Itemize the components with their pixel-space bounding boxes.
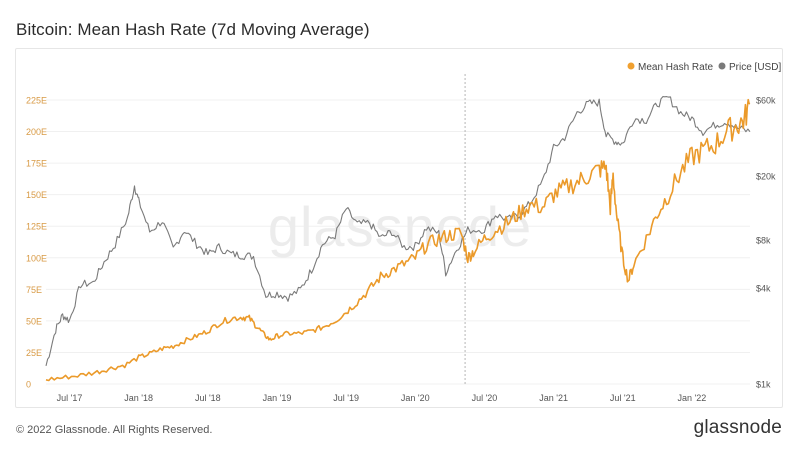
- x-axis-tick-label: Jul '19: [333, 393, 359, 403]
- left-axis-tick-label: 225E: [26, 96, 47, 106]
- legend-price-label[interactable]: Price [USD]: [729, 62, 781, 73]
- right-axis-tick-label: $1k: [756, 380, 771, 390]
- right-axis-tick-label: $60k: [756, 96, 776, 106]
- x-axis-tick-label: Jul '20: [472, 393, 498, 403]
- right-axis-tick-label: $4k: [756, 283, 771, 293]
- x-axis-tick-label: Jul '21: [610, 393, 636, 403]
- left-axis-tick-label: 0: [26, 380, 31, 390]
- x-axis-tick-label: Jan '20: [401, 393, 430, 403]
- hash-rate-series-line[interactable]: [45, 98, 751, 382]
- chart-title: Bitcoin: Mean Hash Rate (7d Moving Avera…: [16, 20, 370, 39]
- left-axis-tick-label: 150E: [26, 190, 47, 200]
- x-axis-tick-label: Jul '17: [57, 393, 83, 403]
- legend-price-dot: [718, 62, 726, 70]
- watermark: glassnode: [268, 195, 532, 258]
- left-axis-tick-label: 75E: [26, 285, 42, 295]
- legend-hash-rate-label[interactable]: Mean Hash Rate: [638, 62, 713, 73]
- x-axis-tick-label: Jan '22: [678, 393, 707, 403]
- x-axis-tick-label: Jan '19: [263, 393, 292, 403]
- chart-canvas: glassnode 0 25E 50E 75E 100E 125E 150E 175E 200E…: [26, 62, 781, 403]
- chart-frame: [15, 48, 783, 408]
- left-axis-tick-label: 200E: [26, 127, 47, 137]
- left-axis-tick-label: 50E: [26, 316, 42, 326]
- x-axis: Jul '17 Jan '18 Jul '18 Jan '19 Jul '19 Jan '…: [57, 393, 707, 403]
- legend: Mean Hash Rate Price [USD]: [627, 62, 781, 73]
- x-axis-tick-label: Jan '18: [124, 393, 153, 403]
- left-axis-tick-label: 175E: [26, 159, 47, 169]
- brand-logo[interactable]: glassnode: [693, 417, 782, 438]
- left-axis-tick-label: 100E: [26, 253, 47, 263]
- x-axis-tick-label: Jan '21: [539, 393, 568, 403]
- right-axis: $1k $4k $8k $20k $60k: [756, 96, 776, 390]
- right-axis-tick-label: $8k: [756, 235, 771, 245]
- right-axis-tick-label: $20k: [756, 172, 776, 182]
- price-series-line[interactable]: [45, 96, 751, 367]
- x-axis-tick-label: Jul '18: [195, 393, 221, 403]
- left-axis-tick-label: 125E: [26, 222, 47, 232]
- left-axis: 0 25E 50E 75E 100E 125E 150E 175E 200E 225E: [26, 96, 47, 390]
- left-axis-tick-label: 25E: [26, 348, 42, 358]
- legend-hash-rate-dot: [627, 62, 635, 70]
- gridlines: [46, 99, 750, 385]
- copyright-text: © 2022 Glassnode. All Rights Reserved.: [16, 424, 213, 436]
